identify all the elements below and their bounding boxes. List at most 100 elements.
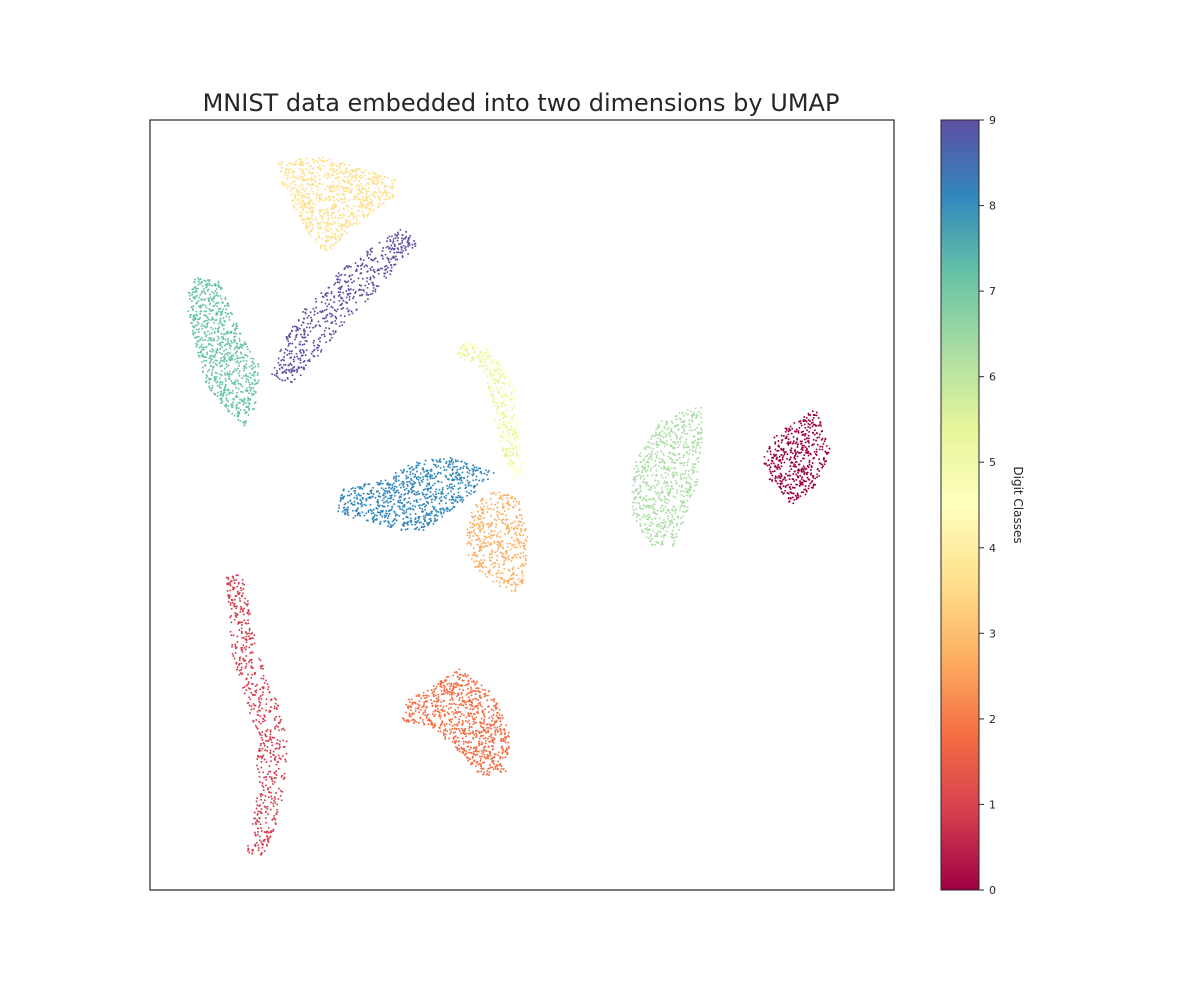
scatter-point <box>655 493 658 496</box>
scatter-point <box>510 522 512 525</box>
scatter-point <box>690 414 693 417</box>
scatter-point <box>472 547 475 550</box>
scatter-point <box>385 193 388 196</box>
scatter-point <box>247 375 250 378</box>
scatter-point <box>501 435 504 438</box>
scatter-point <box>312 192 315 195</box>
scatter-point <box>467 696 470 699</box>
scatter-point <box>352 198 355 201</box>
scatter-point <box>274 727 277 730</box>
scatter-point <box>262 771 265 774</box>
scatter-point <box>474 729 477 732</box>
scatter-point <box>335 241 337 244</box>
scatter-point <box>225 576 228 579</box>
scatter-point <box>472 551 475 554</box>
scatter-point <box>693 481 696 483</box>
scatter-point <box>508 381 511 384</box>
scatter-point <box>245 665 248 668</box>
scatter-point <box>808 478 811 481</box>
scatter-point <box>673 425 676 428</box>
scatter-point <box>332 203 335 206</box>
scatter-point <box>322 160 325 162</box>
scatter-point <box>430 702 433 705</box>
scatter-point <box>460 713 463 715</box>
scatter-point <box>255 841 258 844</box>
scatter-point <box>679 490 682 493</box>
scatter-point <box>688 453 691 455</box>
scatter-point <box>231 645 233 648</box>
scatter-point <box>664 521 667 524</box>
scatter-point <box>488 346 491 349</box>
scatter-point <box>469 526 472 529</box>
scatter-point <box>511 568 514 571</box>
scatter-point <box>198 296 201 299</box>
scatter-point <box>214 359 217 362</box>
scatter-point <box>799 474 802 477</box>
scatter-point <box>456 749 459 752</box>
scatter-point <box>462 714 465 717</box>
scatter-point <box>485 723 488 726</box>
scatter-point <box>467 554 470 556</box>
scatter-point <box>496 543 499 546</box>
scatter-point <box>480 364 483 367</box>
scatter-point <box>227 302 230 305</box>
scatter-point <box>330 206 333 209</box>
scatter-point <box>242 609 244 612</box>
scatter-point <box>322 232 325 235</box>
scatter-point <box>471 690 474 693</box>
scatter-point <box>229 616 232 619</box>
scatter-point <box>434 708 437 711</box>
scatter-point <box>472 730 475 733</box>
scatter-point <box>637 493 640 496</box>
scatter-point <box>647 445 650 448</box>
scatter-point <box>418 695 420 698</box>
scatter-point <box>200 310 203 313</box>
scatter-point <box>466 343 468 346</box>
scatter-point <box>445 679 448 682</box>
scatter-point <box>519 556 522 559</box>
scatter-point <box>269 791 272 794</box>
scatter-point <box>377 202 380 205</box>
scatter-point <box>801 483 804 485</box>
scatter-point <box>486 355 489 358</box>
scatter-point <box>507 554 510 557</box>
scatter-point <box>517 520 520 523</box>
scatter-point <box>310 221 313 224</box>
scatter-point <box>496 368 499 371</box>
scatter-point <box>499 371 502 374</box>
scatter-point <box>252 720 255 723</box>
scatter-point <box>465 750 467 752</box>
scatter-point <box>507 731 510 734</box>
scatter-point <box>317 227 319 230</box>
scatter-point <box>507 438 510 440</box>
scatter-point <box>309 184 311 187</box>
scatter-point <box>520 542 523 545</box>
scatter-point <box>482 522 485 525</box>
scatter-point <box>324 173 327 176</box>
scatter-point <box>318 164 321 167</box>
scatter-point <box>504 388 507 391</box>
scatter-point <box>665 440 668 443</box>
scatter-point <box>451 692 454 695</box>
scatter-point <box>523 542 525 545</box>
scatter-point <box>313 178 315 181</box>
scatter-point <box>670 427 673 430</box>
scatter-point <box>494 731 497 734</box>
scatter-point <box>307 226 310 228</box>
scatter-point <box>196 287 199 290</box>
scatter-point <box>484 728 487 731</box>
scatter-point <box>515 546 518 549</box>
scatter-point <box>685 494 688 497</box>
scatter-point <box>796 492 799 495</box>
scatter-point <box>259 827 262 830</box>
scatter-point <box>224 296 227 299</box>
scatter-point <box>493 540 496 543</box>
scatter-point <box>382 192 385 195</box>
scatter-point <box>444 691 447 694</box>
scatter-point <box>494 562 497 565</box>
scatter-point <box>669 490 671 493</box>
scatter-point <box>317 234 320 237</box>
scatter-point <box>269 808 272 811</box>
scatter-point <box>405 703 408 706</box>
scatter-point <box>633 498 636 501</box>
